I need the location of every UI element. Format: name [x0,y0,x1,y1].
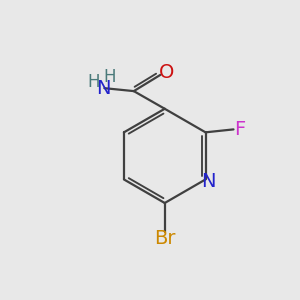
Text: F: F [234,120,245,139]
Text: Br: Br [154,230,176,248]
Text: H: H [103,68,116,86]
Text: N: N [96,79,110,98]
Text: H: H [88,73,100,91]
Text: N: N [201,172,216,191]
Text: O: O [158,63,174,82]
